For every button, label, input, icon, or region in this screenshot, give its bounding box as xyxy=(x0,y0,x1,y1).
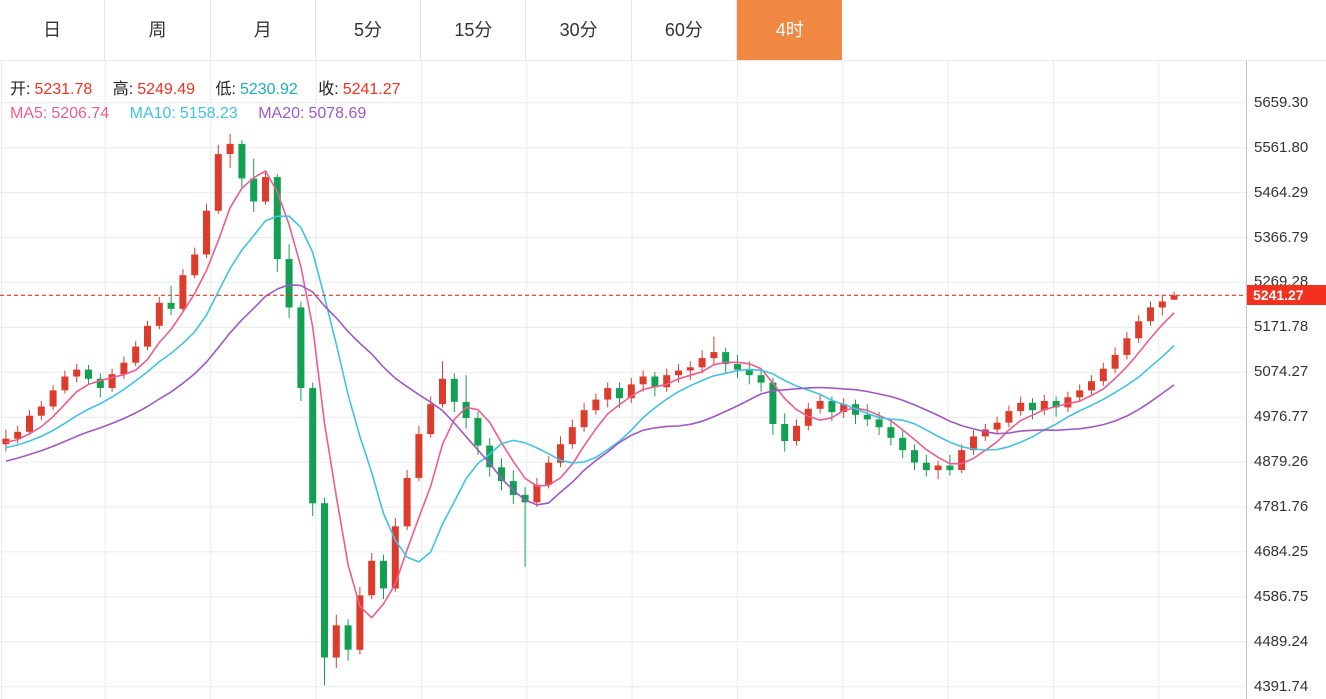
ma10-value: 5158.23 xyxy=(179,105,238,122)
high-label: 高: xyxy=(112,81,134,98)
price-axis-label: 5074.27 xyxy=(1254,363,1309,381)
open-value: 5231.78 xyxy=(34,81,93,98)
price-axis-label: 4489.24 xyxy=(1254,632,1309,650)
price-axis-label: 4976.77 xyxy=(1254,408,1309,426)
price-axis: 5659.30 5561.80 5464.29 5366.79 5269.28 5171.… xyxy=(1246,61,1326,699)
high-value: 5249.49 xyxy=(137,81,196,98)
ma20-label: MA20: xyxy=(258,105,305,122)
open-label: 开: xyxy=(10,81,31,98)
tab-day[interactable]: 日 xyxy=(0,0,106,60)
price-axis-label: 5366.79 xyxy=(1254,228,1309,246)
ma5-label: MA5: xyxy=(10,105,48,122)
close-value: 5241.27 xyxy=(342,81,401,98)
price-axis-label: 4684.25 xyxy=(1254,542,1309,560)
ma-readout: MA5: 5206.74 MA10: 5158.23 MA20: 5078.69 xyxy=(10,105,382,123)
ma20-value: 5078.69 xyxy=(308,105,367,122)
price-axis-label: 4879.26 xyxy=(1254,453,1309,471)
price-axis-label: 4781.76 xyxy=(1254,498,1309,515)
ohlc-readout: 开: 5231.78 高: 5249.49 低: 5230.92 收: 5241.27 xyxy=(10,75,417,99)
tab-week[interactable]: 周 xyxy=(105,0,211,60)
low-label: 低: xyxy=(215,81,236,98)
low-value: 5230.92 xyxy=(239,81,298,98)
tab-60min[interactable]: 60分 xyxy=(631,0,738,60)
timeframe-tabbar: 日 周 月 5分 15分 30分 60分 4时 xyxy=(0,0,1326,61)
chart-area: 5659.30 5561.80 5464.29 5366.79 5269.28 5171.… xyxy=(0,61,1326,699)
price-axis-label: 5464.29 xyxy=(1254,183,1309,201)
price-axis-label: 4586.75 xyxy=(1254,587,1309,605)
tab-15min[interactable]: 15分 xyxy=(421,0,527,60)
close-label: 收: xyxy=(318,81,339,98)
price-axis-label: 5659.30 xyxy=(1254,93,1309,111)
price-axis-label: 4391.74 xyxy=(1254,677,1309,695)
tab-4hour[interactable]: 4时 xyxy=(737,0,843,60)
tab-5min[interactable]: 5分 xyxy=(315,0,422,60)
price-axis-label: 5171.78 xyxy=(1254,318,1309,336)
candlestick-chart[interactable] xyxy=(0,61,1246,699)
tab-30min[interactable]: 30分 xyxy=(526,0,632,60)
ma5-value: 5206.74 xyxy=(51,105,110,122)
price-axis-label: 5561.80 xyxy=(1254,138,1309,156)
tab-month[interactable]: 月 xyxy=(210,0,316,60)
ma10-label: MA10: xyxy=(129,105,176,122)
current-price-tag: 5241.27 xyxy=(1247,285,1326,306)
